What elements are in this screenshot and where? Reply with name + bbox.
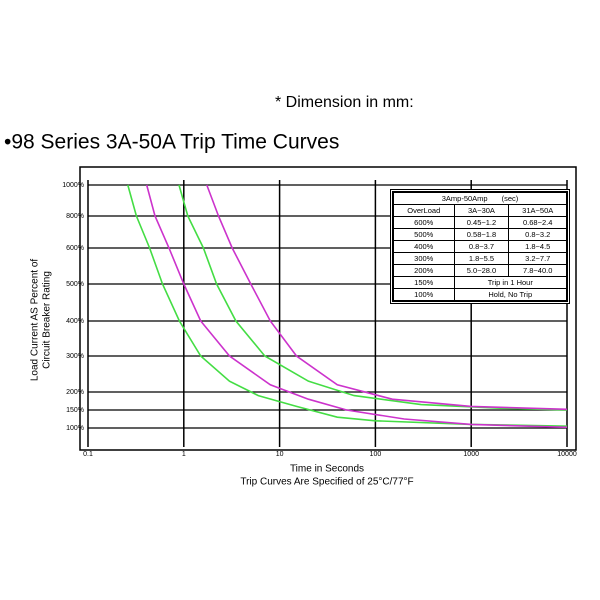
table-cell: 0.8~3.2 xyxy=(508,228,567,241)
footnote: Trip Curves Are Specified of 25°C/77°F xyxy=(240,477,413,488)
y-tick-label: 600% xyxy=(66,245,84,252)
table-title-cell: 3Amp-50Amp (sec) xyxy=(393,192,567,205)
table-row: 600% 0.45~1.2 0.68~2.4 xyxy=(393,216,567,229)
table-cell: Hold, No Trip xyxy=(453,288,568,301)
column-header: 3A~30A xyxy=(453,204,510,217)
table-cell: 0.68~2.4 xyxy=(508,216,567,229)
table-cell: 600% xyxy=(393,216,455,229)
x-tick-label: 10000 xyxy=(557,451,577,458)
table-row: 100% Hold, No Trip xyxy=(393,288,568,301)
y-axis-label: Circuit Breaker Rating xyxy=(42,271,53,369)
table-row: 400% 0.8~3.7 1.8~4.5 xyxy=(393,240,567,253)
trip-table: 3Amp-50Amp (sec) OverLoad 3A~30A 31A~50A 600%… xyxy=(390,189,570,304)
page-title: •98 Series 3A-50A Trip Time Curves xyxy=(4,131,339,154)
table-row: OverLoad 3A~30A 31A~50A xyxy=(393,204,567,217)
x-axis-label: Time in Seconds xyxy=(290,464,364,475)
table-cell: 1.8~5.5 xyxy=(453,252,510,265)
y-tick-label: 400% xyxy=(66,318,84,325)
table-row: 3Amp-50Amp (sec) xyxy=(393,192,567,205)
table-row: 500% 0.58~1.8 0.8~3.2 xyxy=(393,228,567,241)
table-cell: 500% xyxy=(393,228,455,241)
table-cell: 100% xyxy=(393,288,455,301)
y-tick-label: 800% xyxy=(66,213,84,220)
curve xyxy=(178,184,568,411)
table-cell: 3.2~7.7 xyxy=(508,252,567,265)
table-cell: 5.0~28.0 xyxy=(453,264,510,277)
table-cell: 150% xyxy=(393,276,455,289)
x-tick-label: 0.1 xyxy=(83,451,93,458)
table-cell: 0.45~1.2 xyxy=(453,216,510,229)
table-unit: (sec) xyxy=(501,194,519,203)
curve xyxy=(145,184,568,429)
table-cell: 200% xyxy=(393,264,455,277)
x-tick-label: 1 xyxy=(182,451,186,458)
table-row: 300% 1.8~5.5 3.2~7.7 xyxy=(393,252,567,265)
plot-frame xyxy=(79,166,577,451)
table-row: 150% Trip in 1 Hour xyxy=(393,276,568,289)
y-tick-label: 100% xyxy=(66,425,84,432)
curve xyxy=(127,184,568,427)
y-tick-label: 200% xyxy=(66,389,84,396)
y-tick-label: 300% xyxy=(66,353,84,360)
table-cell: 7.8~40.0 xyxy=(508,264,567,277)
y-tick-label: 500% xyxy=(66,281,84,288)
column-header: 31A~50A xyxy=(508,204,567,217)
table-cell: 0.58~1.8 xyxy=(453,228,510,241)
table-row: 200% 5.0~28.0 7.8~40.0 xyxy=(393,264,567,277)
table-cell: 300% xyxy=(393,252,455,265)
table-cell: 400% xyxy=(393,240,455,253)
curve xyxy=(206,184,568,411)
column-header: OverLoad xyxy=(393,204,455,217)
x-tick-label: 10 xyxy=(276,451,284,458)
y-axis-label: Load Current AS Percent of xyxy=(30,259,41,382)
note: * Dimension in mm: xyxy=(275,94,414,111)
table-cell: 0.8~3.7 xyxy=(453,240,510,253)
x-tick-label: 1000 xyxy=(463,451,479,458)
x-tick-label: 100 xyxy=(370,451,382,458)
table-title: 3Amp-50Amp xyxy=(441,194,488,203)
table-cell: 1.8~4.5 xyxy=(508,240,567,253)
table-cell: Trip in 1 Hour xyxy=(453,276,568,289)
table: 3Amp-50Amp (sec) OverLoad 3A~30A 31A~50A 600%… xyxy=(393,192,568,301)
y-tick-label: 1000% xyxy=(62,182,84,189)
y-tick-label: 150% xyxy=(66,407,84,414)
